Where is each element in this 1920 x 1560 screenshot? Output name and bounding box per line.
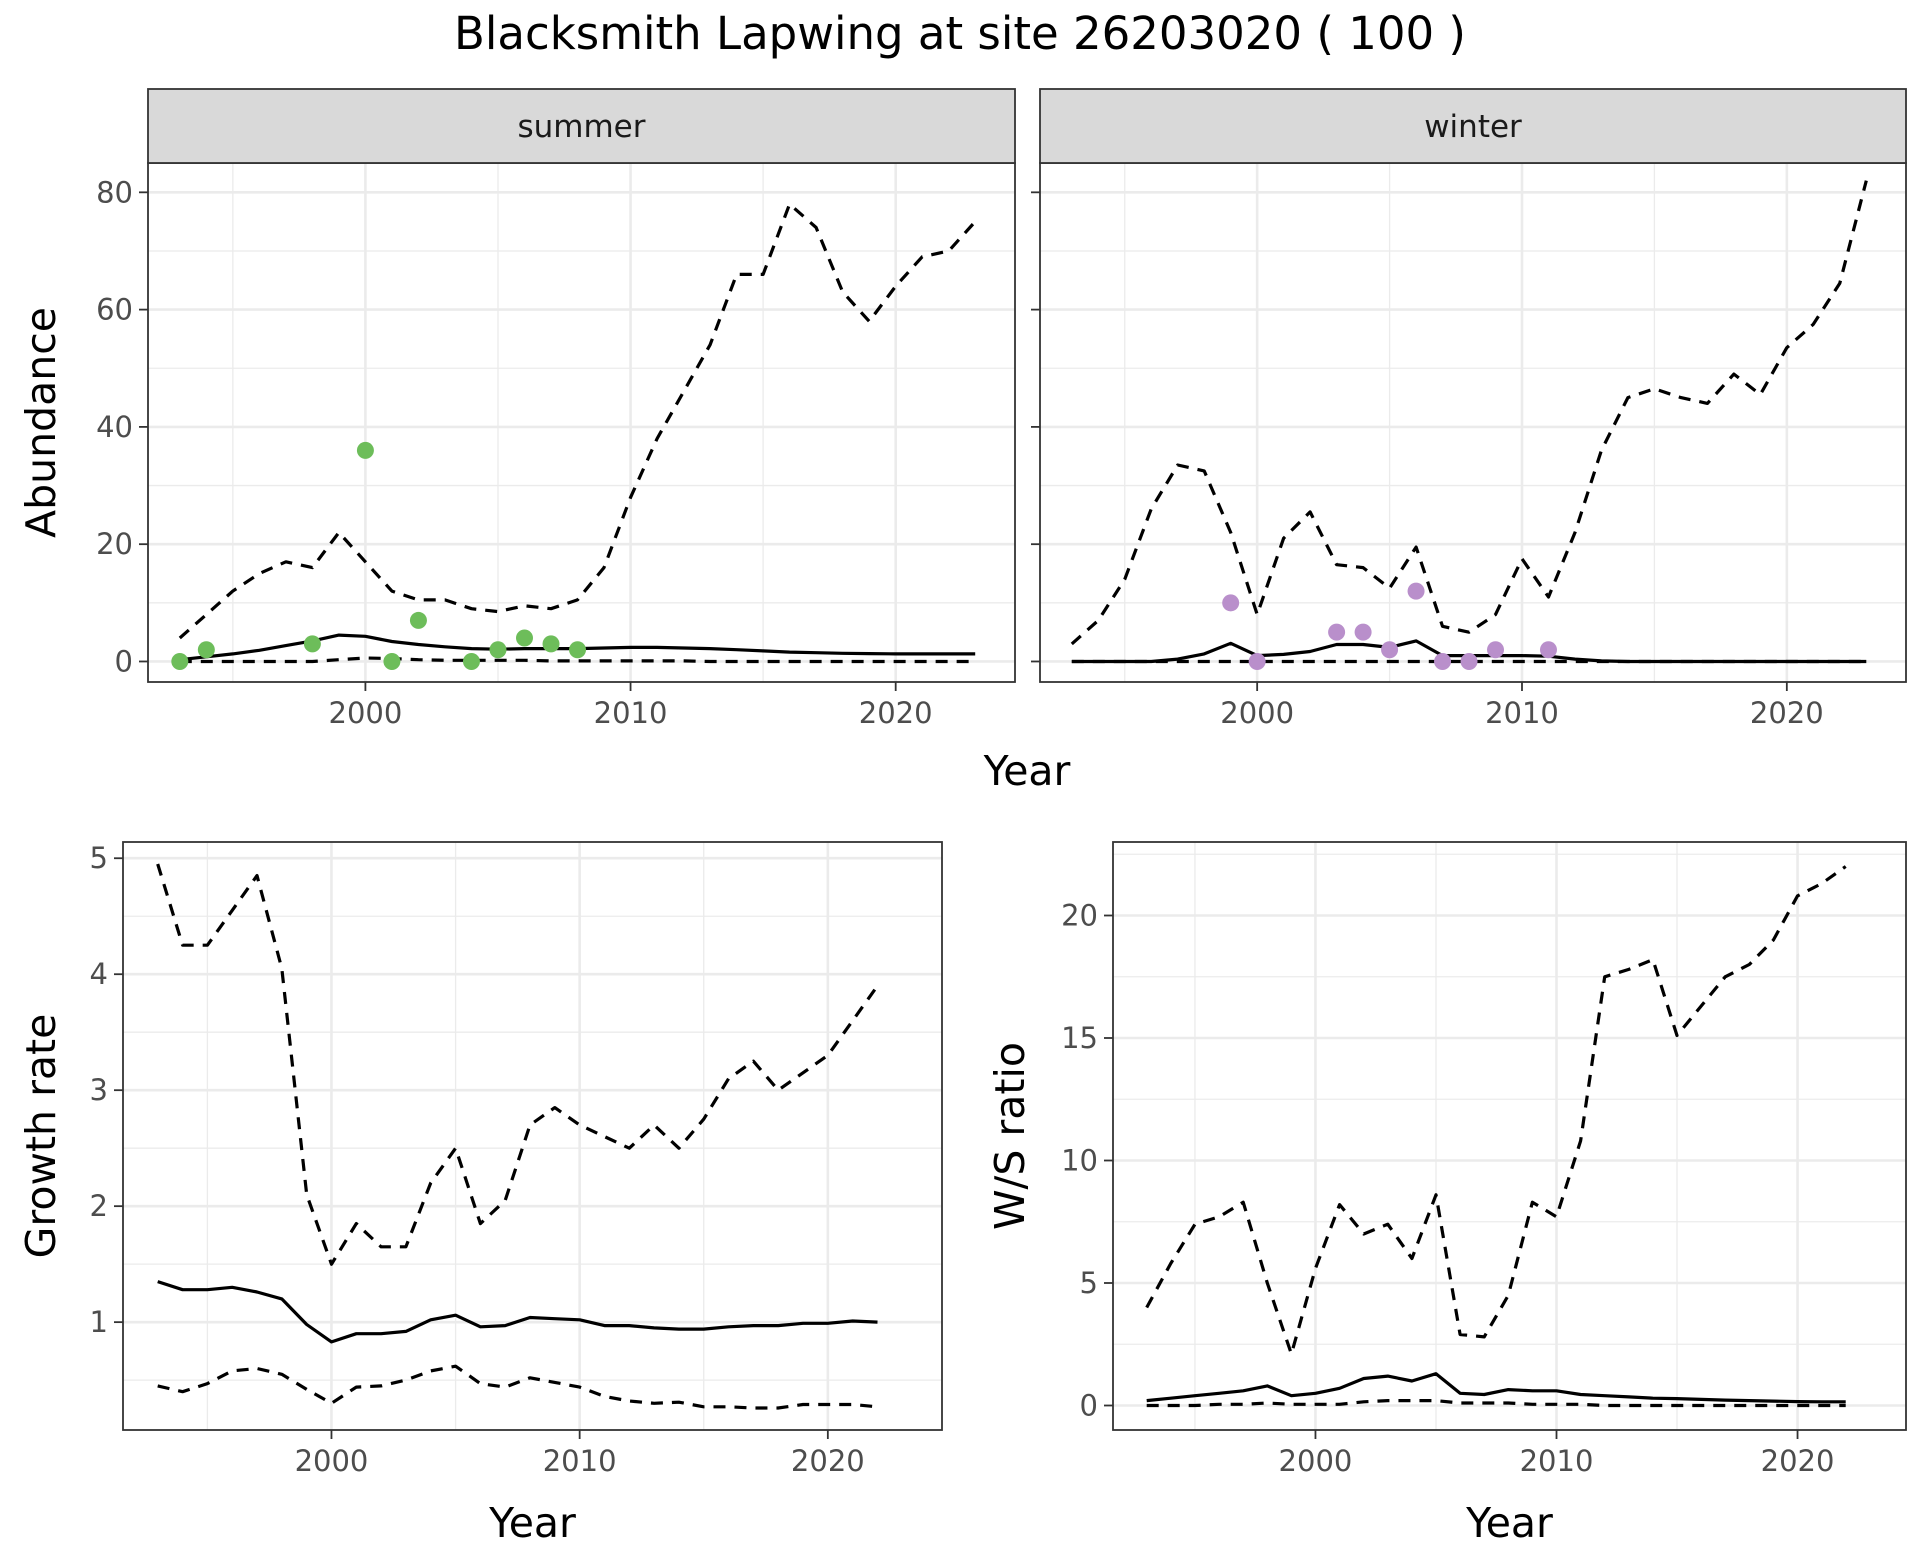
x-tick-label: 2000 — [295, 1444, 369, 1478]
x-tick-label: 2020 — [859, 696, 933, 730]
y-tick-label: 10 — [1061, 1144, 1098, 1178]
panel-winter: winter 2000 2010 2020 — [1031, 88, 1907, 730]
data-point — [462, 652, 480, 670]
chart-title: Blacksmith Lapwing at site 26203020 ( 10… — [454, 7, 1466, 60]
lower-line — [157, 1364, 878, 1410]
facet-strip — [147, 88, 1016, 164]
data-point — [1248, 652, 1266, 670]
facet-label: summer — [517, 109, 645, 145]
panel-background — [1113, 842, 1906, 1430]
data-point — [542, 635, 560, 653]
x-tick-label: 2010 — [1520, 1444, 1594, 1478]
data-point — [197, 641, 215, 659]
panel-background — [148, 163, 1015, 682]
y-tick-label: 5 — [90, 841, 108, 875]
y-axis-title: Abundance — [17, 307, 65, 538]
data-point — [356, 441, 374, 459]
data-point — [1539, 641, 1557, 659]
y-tick-label: 0 — [1080, 1389, 1098, 1423]
data-point — [1407, 582, 1425, 600]
y-tick-label: 1 — [90, 1305, 108, 1339]
x-tick-label: 2010 — [594, 696, 668, 730]
y-axis-title: Growth rate — [17, 1014, 65, 1259]
y-tick-label: 15 — [1061, 1021, 1098, 1055]
data-point — [303, 635, 321, 653]
panel-panel-4: 2000 2010 2020 0 5 10 15 20 Year W/S ratio — [986, 841, 1907, 1547]
x-tick-label: 2020 — [1761, 1444, 1835, 1478]
x-tick-label: 2000 — [1279, 1444, 1353, 1478]
x-tick-label: 2010 — [1485, 696, 1559, 730]
data-point — [1460, 652, 1478, 670]
y-axis-title: W/S ratio — [986, 1042, 1034, 1230]
upper-line — [1070, 180, 1868, 646]
y-tick-label: 2 — [90, 1189, 108, 1223]
data-point — [383, 652, 401, 670]
y-tick-label: 5 — [1080, 1266, 1098, 1300]
facet-strip — [1039, 88, 1907, 164]
data-point — [171, 652, 189, 670]
x-tick-label: 2020 — [791, 1444, 865, 1478]
y-tick-label: 20 — [1061, 899, 1098, 933]
data-point — [1354, 623, 1372, 641]
x-tick-label: 2000 — [1220, 696, 1294, 730]
y-tick-label: 40 — [96, 410, 133, 444]
data-point — [569, 641, 587, 659]
y-tick-label: 4 — [90, 957, 108, 991]
data-point — [1381, 641, 1399, 659]
panel-border — [122, 841, 943, 1431]
data-point — [489, 641, 507, 659]
y-tick-label: 80 — [96, 175, 133, 209]
y-tick-label: 60 — [96, 293, 133, 327]
upper-line — [156, 863, 879, 1266]
lower-line — [1146, 1399, 1846, 1408]
x-tick-label: 2010 — [543, 1444, 617, 1478]
panel-background — [123, 842, 942, 1430]
y-tick-label: 0 — [115, 644, 133, 678]
x-tick-label: 2000 — [329, 696, 403, 730]
data-point — [1487, 641, 1505, 659]
x-axis-title: Year — [488, 1499, 576, 1547]
upper-line — [178, 202, 977, 640]
upper-line — [1145, 865, 1847, 1356]
lower-line — [179, 656, 976, 664]
panel-panel-3: 2000 2010 2020 1 2 3 4 5 Year Growth rate — [17, 841, 943, 1547]
panel-summer: summer 2000 2010 2020 0 20 40 60 80 Abundance — [17, 88, 1016, 730]
y-tick-label: 3 — [90, 1073, 108, 1107]
facet-label: winter — [1424, 109, 1522, 145]
mean-line — [1146, 1372, 1846, 1404]
data-point — [1434, 652, 1452, 670]
x-axis-title-top: Year — [983, 747, 1071, 795]
mean-line — [157, 1280, 878, 1344]
x-tick-label: 2020 — [1750, 696, 1824, 730]
y-tick-label: 20 — [96, 527, 133, 561]
panel-border — [1112, 841, 1907, 1431]
data-point — [1222, 594, 1240, 612]
data-point — [409, 611, 427, 629]
panel-background — [1040, 163, 1906, 682]
data-point — [515, 629, 533, 647]
x-axis-title: Year — [1465, 1499, 1553, 1547]
data-point — [1328, 623, 1346, 641]
